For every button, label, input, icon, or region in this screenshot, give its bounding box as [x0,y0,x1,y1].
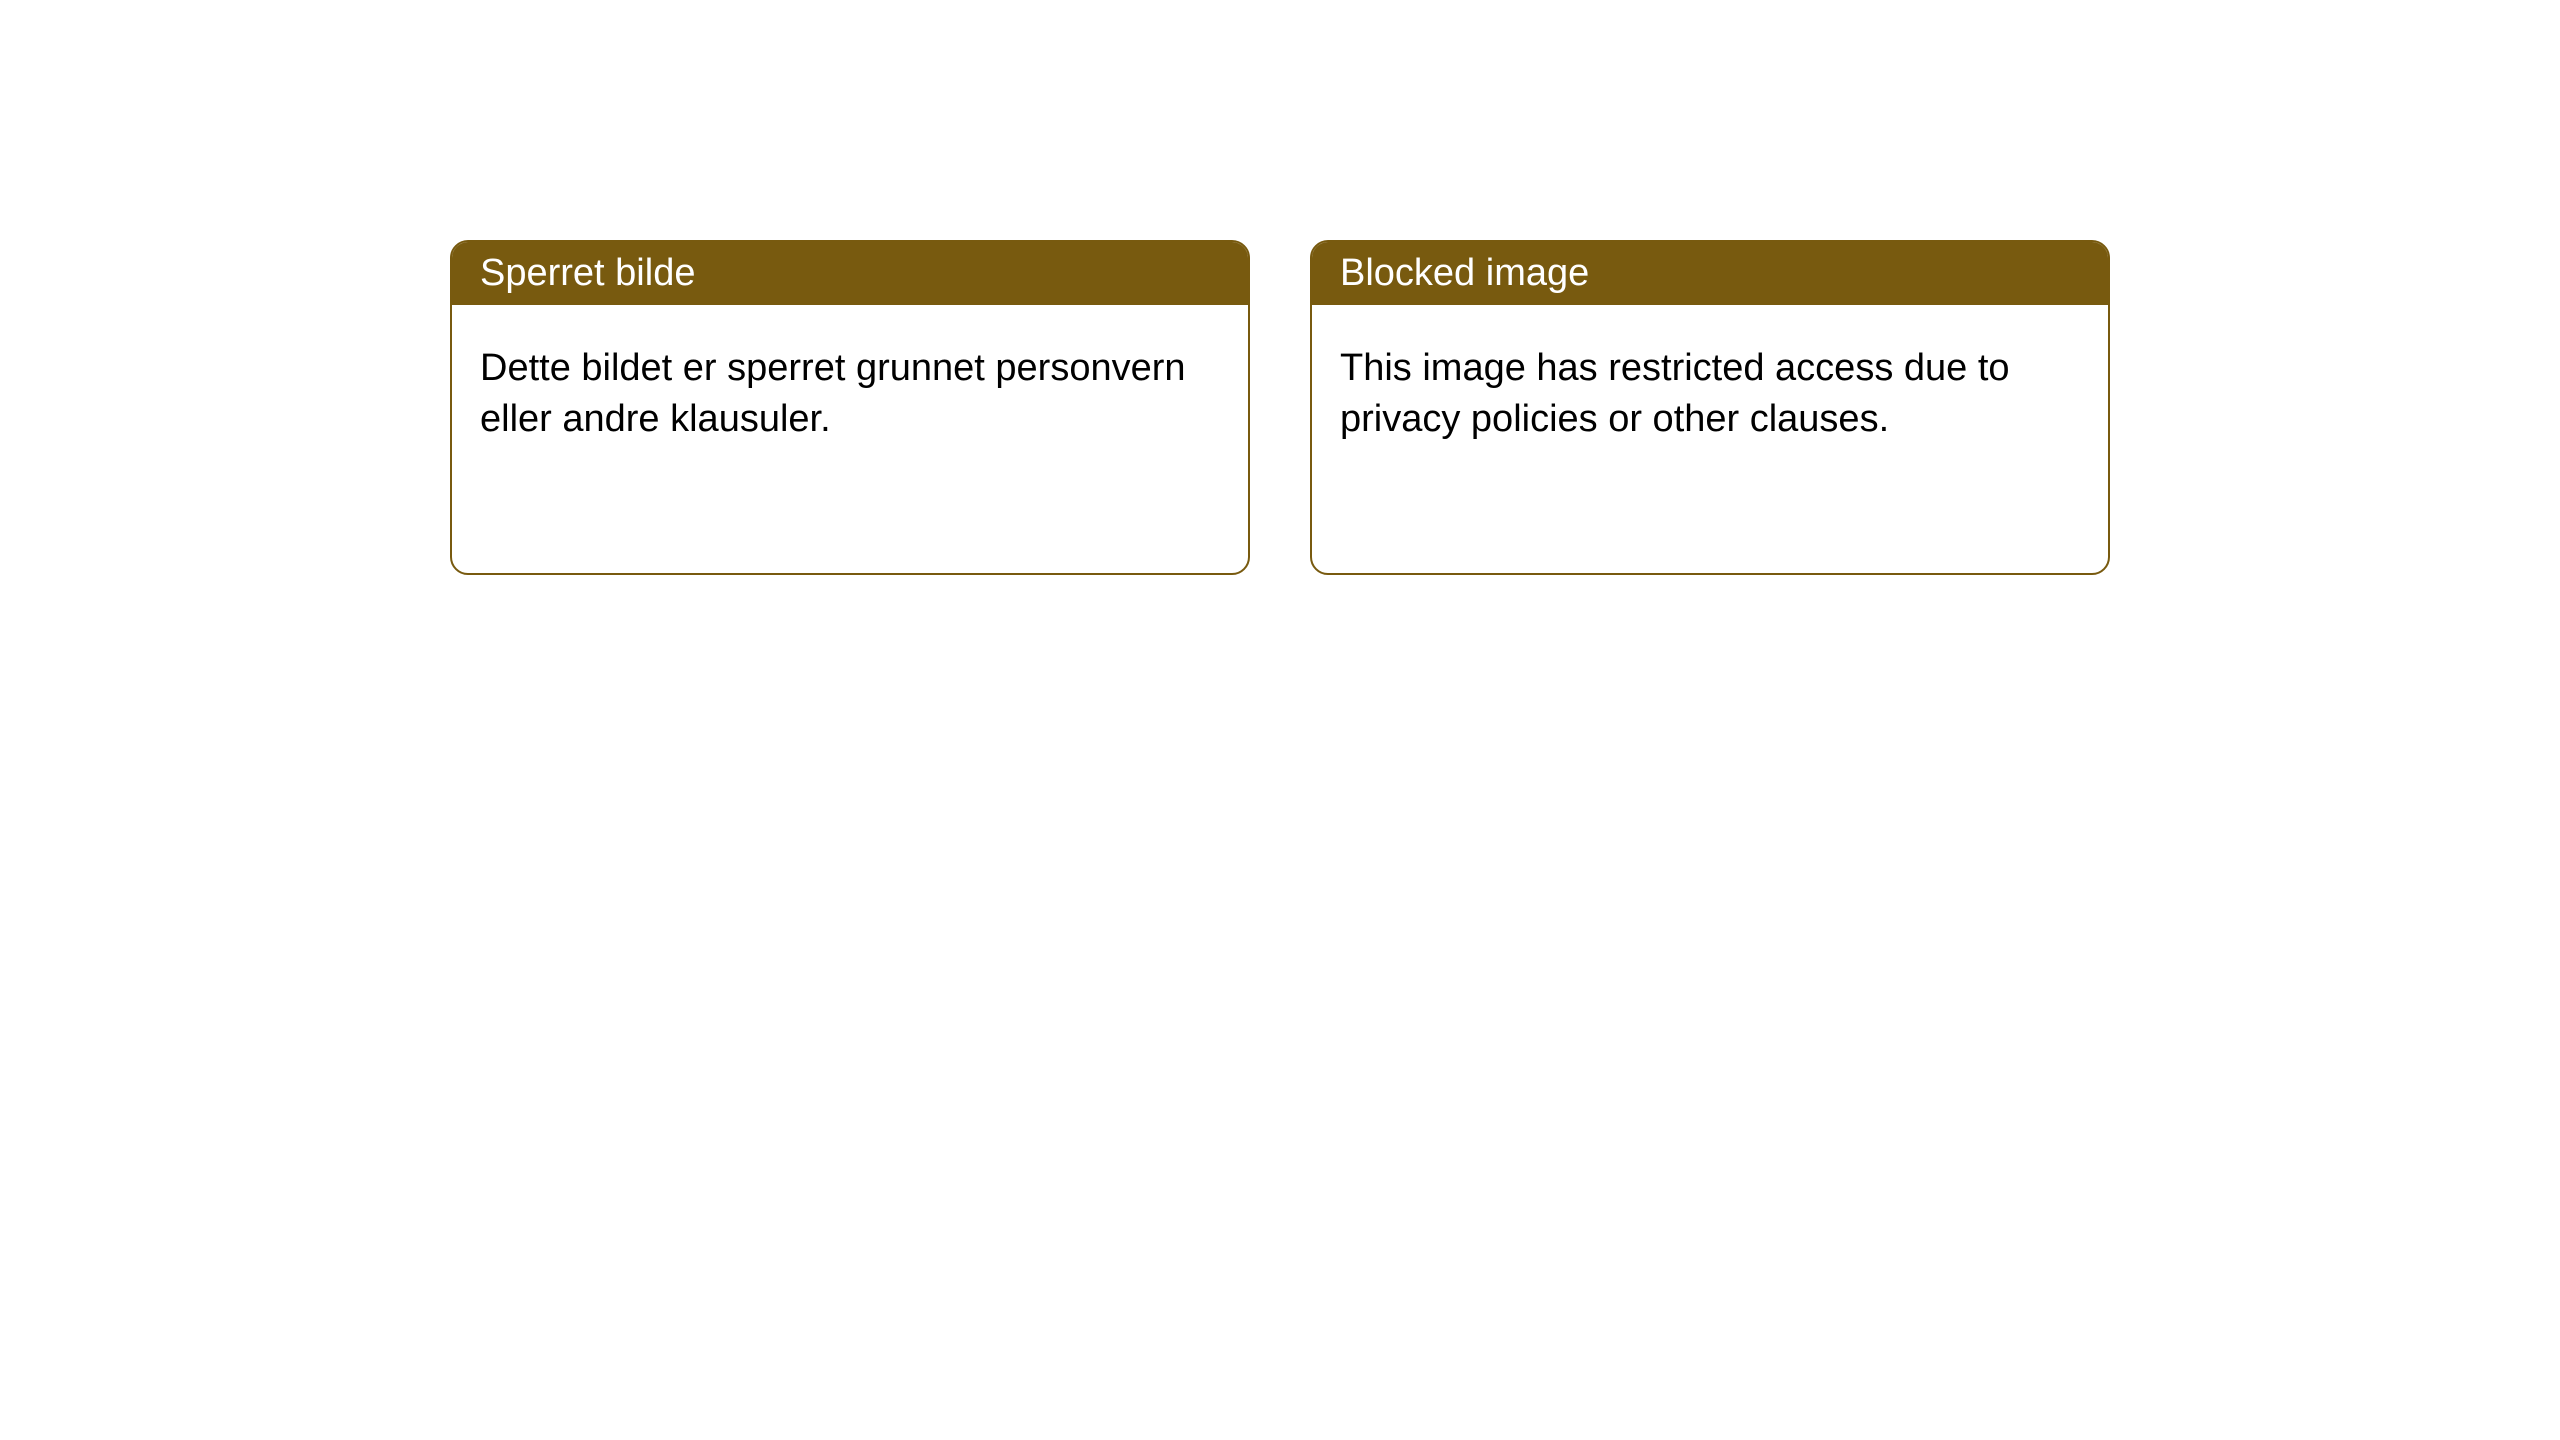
notice-container: Sperret bilde Dette bildet er sperret gr… [0,0,2560,575]
notice-body-text: Dette bildet er sperret grunnet personve… [480,347,1186,440]
notice-card-english: Blocked image This image has restricted … [1310,240,2110,575]
notice-header: Sperret bilde [452,242,1248,305]
notice-body: This image has restricted access due to … [1312,305,2108,484]
notice-body: Dette bildet er sperret grunnet personve… [452,305,1248,484]
notice-header: Blocked image [1312,242,2108,305]
notice-card-norwegian: Sperret bilde Dette bildet er sperret gr… [450,240,1250,575]
notice-body-text: This image has restricted access due to … [1340,347,2010,440]
notice-title: Sperret bilde [480,252,695,294]
notice-title: Blocked image [1340,252,1589,294]
